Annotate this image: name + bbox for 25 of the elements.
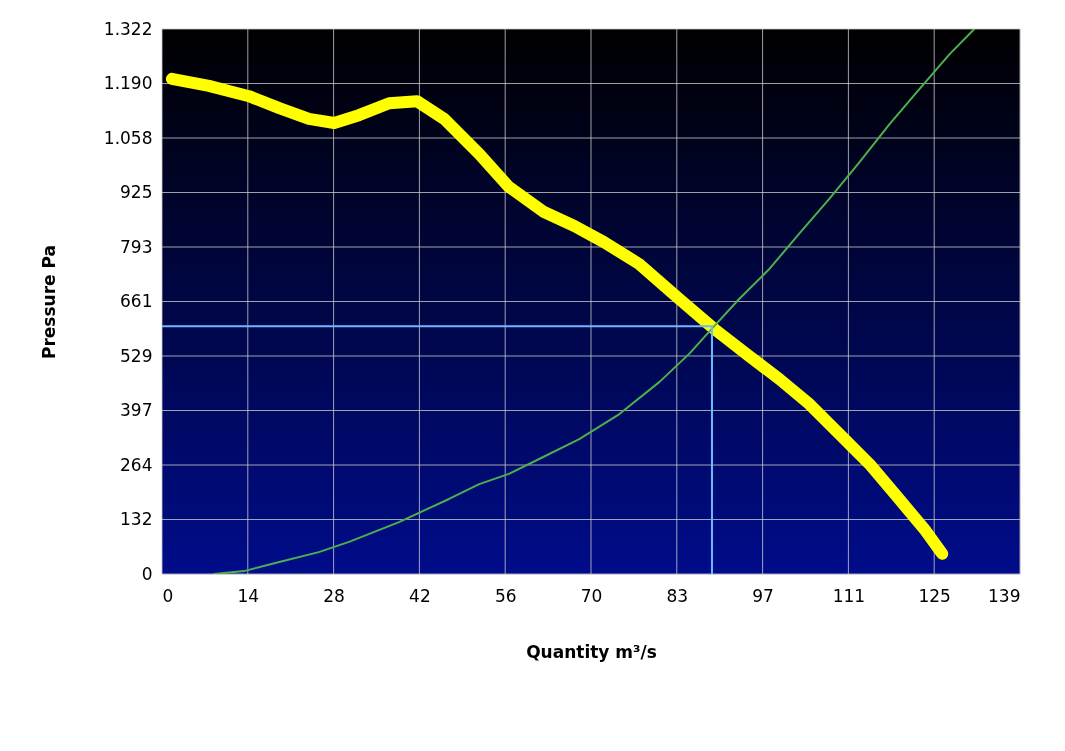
y-tick-label: 1.058 <box>103 127 153 148</box>
y-tick-label: 1.190 <box>103 73 153 93</box>
y-tick-label: 264 <box>120 454 153 475</box>
y-tick-label: 529 <box>120 345 153 366</box>
y-tick-label: 0 <box>141 563 153 584</box>
x-tick-label: 125 <box>918 585 951 606</box>
y-tick-label: 132 <box>120 509 153 529</box>
x-tick-label: 83 <box>666 585 689 606</box>
x-tick-label: 111 <box>832 585 866 606</box>
x-tick-label: 14 <box>237 585 260 606</box>
y-tick-label: 397 <box>120 400 153 420</box>
y-tick-label: 793 <box>120 236 153 257</box>
y-tick-label: 1.322 <box>103 18 153 39</box>
y-tick-label: 925 <box>120 182 153 202</box>
line-series <box>212 29 976 574</box>
y-axis-title: Pressure Pa <box>38 244 59 360</box>
x-tick-label: 56 <box>494 585 517 606</box>
x-tick-label: 97 <box>752 585 774 606</box>
x-tick-label: 70 <box>580 585 603 606</box>
x-tick-label: 0 <box>162 585 174 606</box>
y-tick-label: 661 <box>120 291 153 311</box>
x-tick-label: 42 <box>409 585 431 606</box>
x-tick-label: 28 <box>323 585 345 606</box>
x-axis-title: Quantity m³/s <box>526 641 657 662</box>
x-tick-label: 139 <box>988 585 1021 606</box>
